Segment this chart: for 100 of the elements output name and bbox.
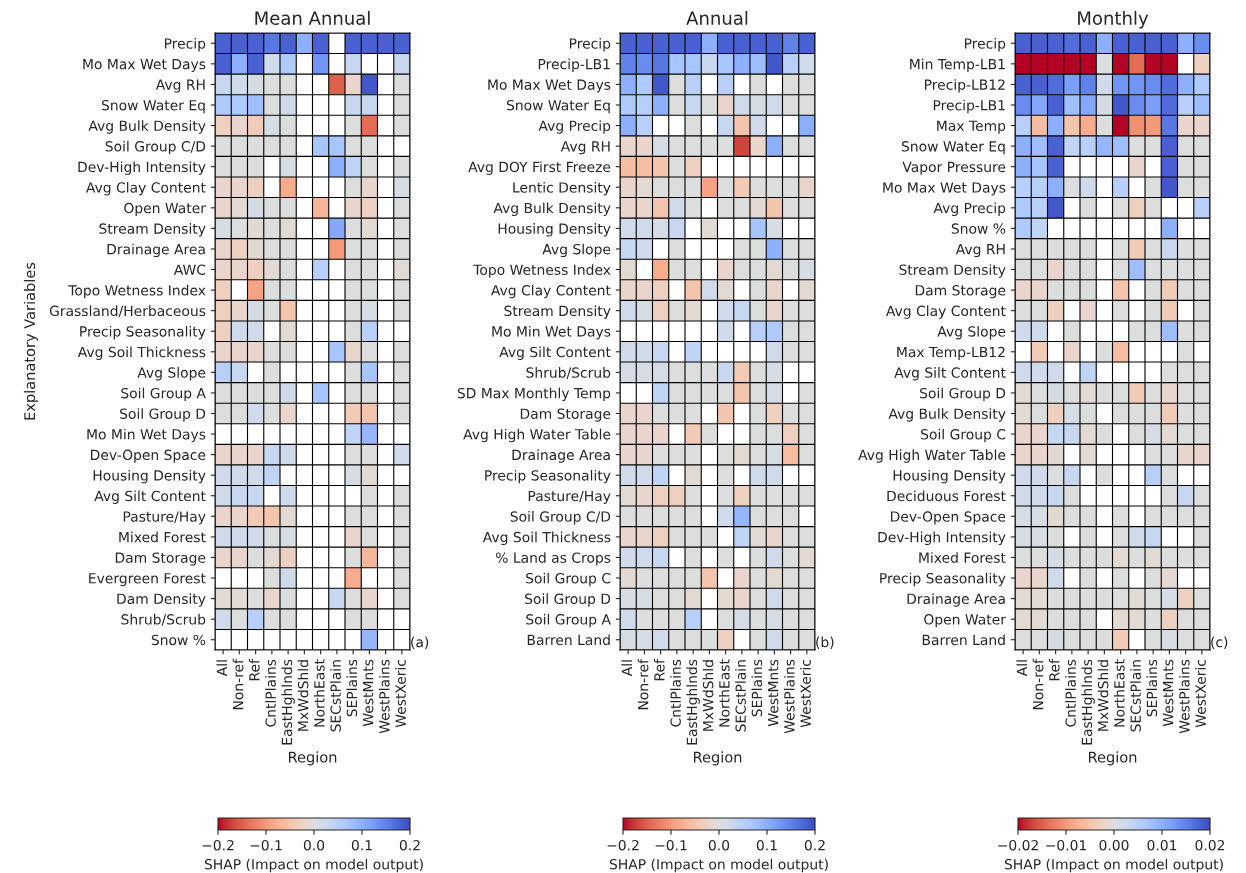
y-tick-label: Grassland/Herbaceous [49,305,206,318]
x-tick-label: WestXeric [800,659,811,728]
y-tick-label: Avg Silt Content [499,346,611,360]
y-tick-label: Deciduous Forest [887,490,1006,502]
y-tick-label: Avg Slope [542,243,611,258]
x-tick-label: MxWdShld [297,660,309,731]
x-tick-label: MxWdShld [1097,660,1109,731]
y-tick-label: Barren Land [527,634,610,646]
y-tick-label: Min Temp-LB1 [910,58,1005,73]
color-bar-label: −0.2 [202,839,234,851]
color-bar-label: −0.1 [250,839,282,851]
x-tick-label: WestMnts [768,659,779,727]
y-tick-label: Precip Seasonality [880,572,1006,587]
chart-title: Mean Annual [255,10,370,25]
x-tick-label: Non-ref [637,658,649,710]
y-tick-label: Shrub/Scrub [526,367,611,379]
y-tick-label: Soil Group C [526,572,611,587]
color-bar-label: 0.01 [1147,839,1177,851]
y-tick-label: Precip-LB1 [538,58,610,73]
y-tick-label: Stream Density [504,305,611,319]
y-tick-label: Avg Bulk Density [888,408,1006,422]
y-tick-label: Open Water [924,614,1006,628]
x-tick-label: Ref [1048,658,1060,681]
color-bar-title: SHAP (Impact on model output) [609,858,828,873]
x-tick-label: WestXeric [395,659,406,728]
y-tick-label: Housing Density [893,469,1006,484]
text: (a) [411,636,429,649]
x-tick-label: NorthEast [718,659,730,727]
x-tick-label: Non-ref [232,658,244,710]
y-tick-label: Avg High Water Table [858,449,1006,463]
y-tick-label: Housing Density [93,469,206,484]
y-tick-label: Avg Clay Content [86,181,206,196]
y-tick-label: Mo Max Wet Days [488,79,611,93]
y-tick-label: Housing Density [498,223,611,237]
y-tick-label: Avg DOY First Freeze [468,161,611,175]
y-tick-label: Avg High Water Table [463,428,611,443]
y-tick-label: Shrub/Scrub [121,613,206,626]
chart-title: Monthly [1078,10,1149,29]
text: (b) [816,636,834,649]
x-tick-label: CntlPlains [265,659,276,727]
y-tick-label: Avg Soil Thickness [482,531,611,546]
y-tick-label: Dev-High Intensity [878,531,1006,546]
y-tick-label: Precip-LB1 [933,99,1005,114]
y-tick-label: Mo Min Wet Days [492,325,611,340]
y-tick-label: Precip Seasonality [485,469,611,484]
color-bar-label: −0.02 [998,839,1038,851]
y-tick-label: Mo Min Wet Days [87,428,206,443]
y-tick-label: Avg Clay Content [491,284,611,299]
y-tick-label: Topo Wetness Index [68,284,206,299]
y-tick-label: Avg Silt Content [894,367,1006,381]
y-tick-label: Avg Slope [937,325,1006,340]
x-tick-label: All [621,660,632,677]
y-tick-label: Pasture/Hay [123,511,206,525]
y-tick-label: Drainage Area [907,593,1005,607]
y-tick-label: Dam Density [117,593,206,607]
x-tick-label: CntlPlains [670,659,681,727]
x-tick-label: CntlPlains [1065,659,1076,727]
y-tick-label: Precip-LB12 [925,79,1005,93]
y-tick-label: Stream Density [99,223,206,237]
y-tick-label: Dam Storage [520,408,611,422]
color-bar-label: −0.2 [607,839,639,851]
x-tick-label: WestPlains [1178,659,1190,734]
color-bar-title: SHAP (Impact on model output) [1004,858,1223,873]
color-bar-label: 0.1 [756,839,777,851]
y-tick-label: Precip [164,38,206,52]
x-tick-label: WestMnts [1163,659,1174,727]
y-tick-label: Soil Group D [525,593,611,607]
y-axis-title: Explanatory Variables [23,262,38,420]
x-tick-label: EastHghlnds [1081,659,1095,745]
x-tick-label: SECstPlain [330,660,341,732]
y-tick-label: Open Water [124,202,206,216]
y-tick-label: Dev-Open Space [891,511,1006,525]
x-tick-label: SECstPlain [1130,660,1141,732]
y-tick-label: SD Max Monthly Temp [457,387,611,402]
y-tick-label: Avg RH [955,244,1005,258]
y-tick-label: Barren Land [922,634,1005,646]
y-tick-label: Dam Storage [915,285,1006,299]
y-tick-label: Snow Water Eq [506,99,610,114]
color-bar-label: 0.2 [399,839,420,851]
color-bar-label: 0.0 [708,839,730,851]
y-tick-label: Avg Silt Content [94,490,206,504]
y-tick-label: Drainage Area [107,243,205,258]
y-tick-label: AWC [173,264,206,275]
color-bar-label: 0.2 [804,839,825,851]
y-tick-label: Snow % [951,223,1006,234]
x-tick-label: EastHghlnds [281,659,295,745]
y-tick-label: Snow Water Eq [901,141,1005,155]
y-tick-label: Soil Group A [526,613,611,628]
y-tick-label: Snow % [151,634,206,646]
color-bar-label: −0.1 [655,839,687,851]
y-tick-label: Precip [569,38,611,52]
x-axis-title: Region [693,751,742,766]
y-tick-label: Dam Storage [115,552,206,566]
y-tick-label: Avg Precip [933,202,1006,216]
y-tick-label: % Land as Crops [496,552,611,566]
x-axis-title: Region [288,751,337,766]
y-tick-label: Precip [964,38,1006,52]
y-tick-label: Soil Group D [120,408,206,422]
y-tick-label: Vapor Pressure [902,161,1006,175]
x-tick-label: WestMnts [363,659,374,727]
